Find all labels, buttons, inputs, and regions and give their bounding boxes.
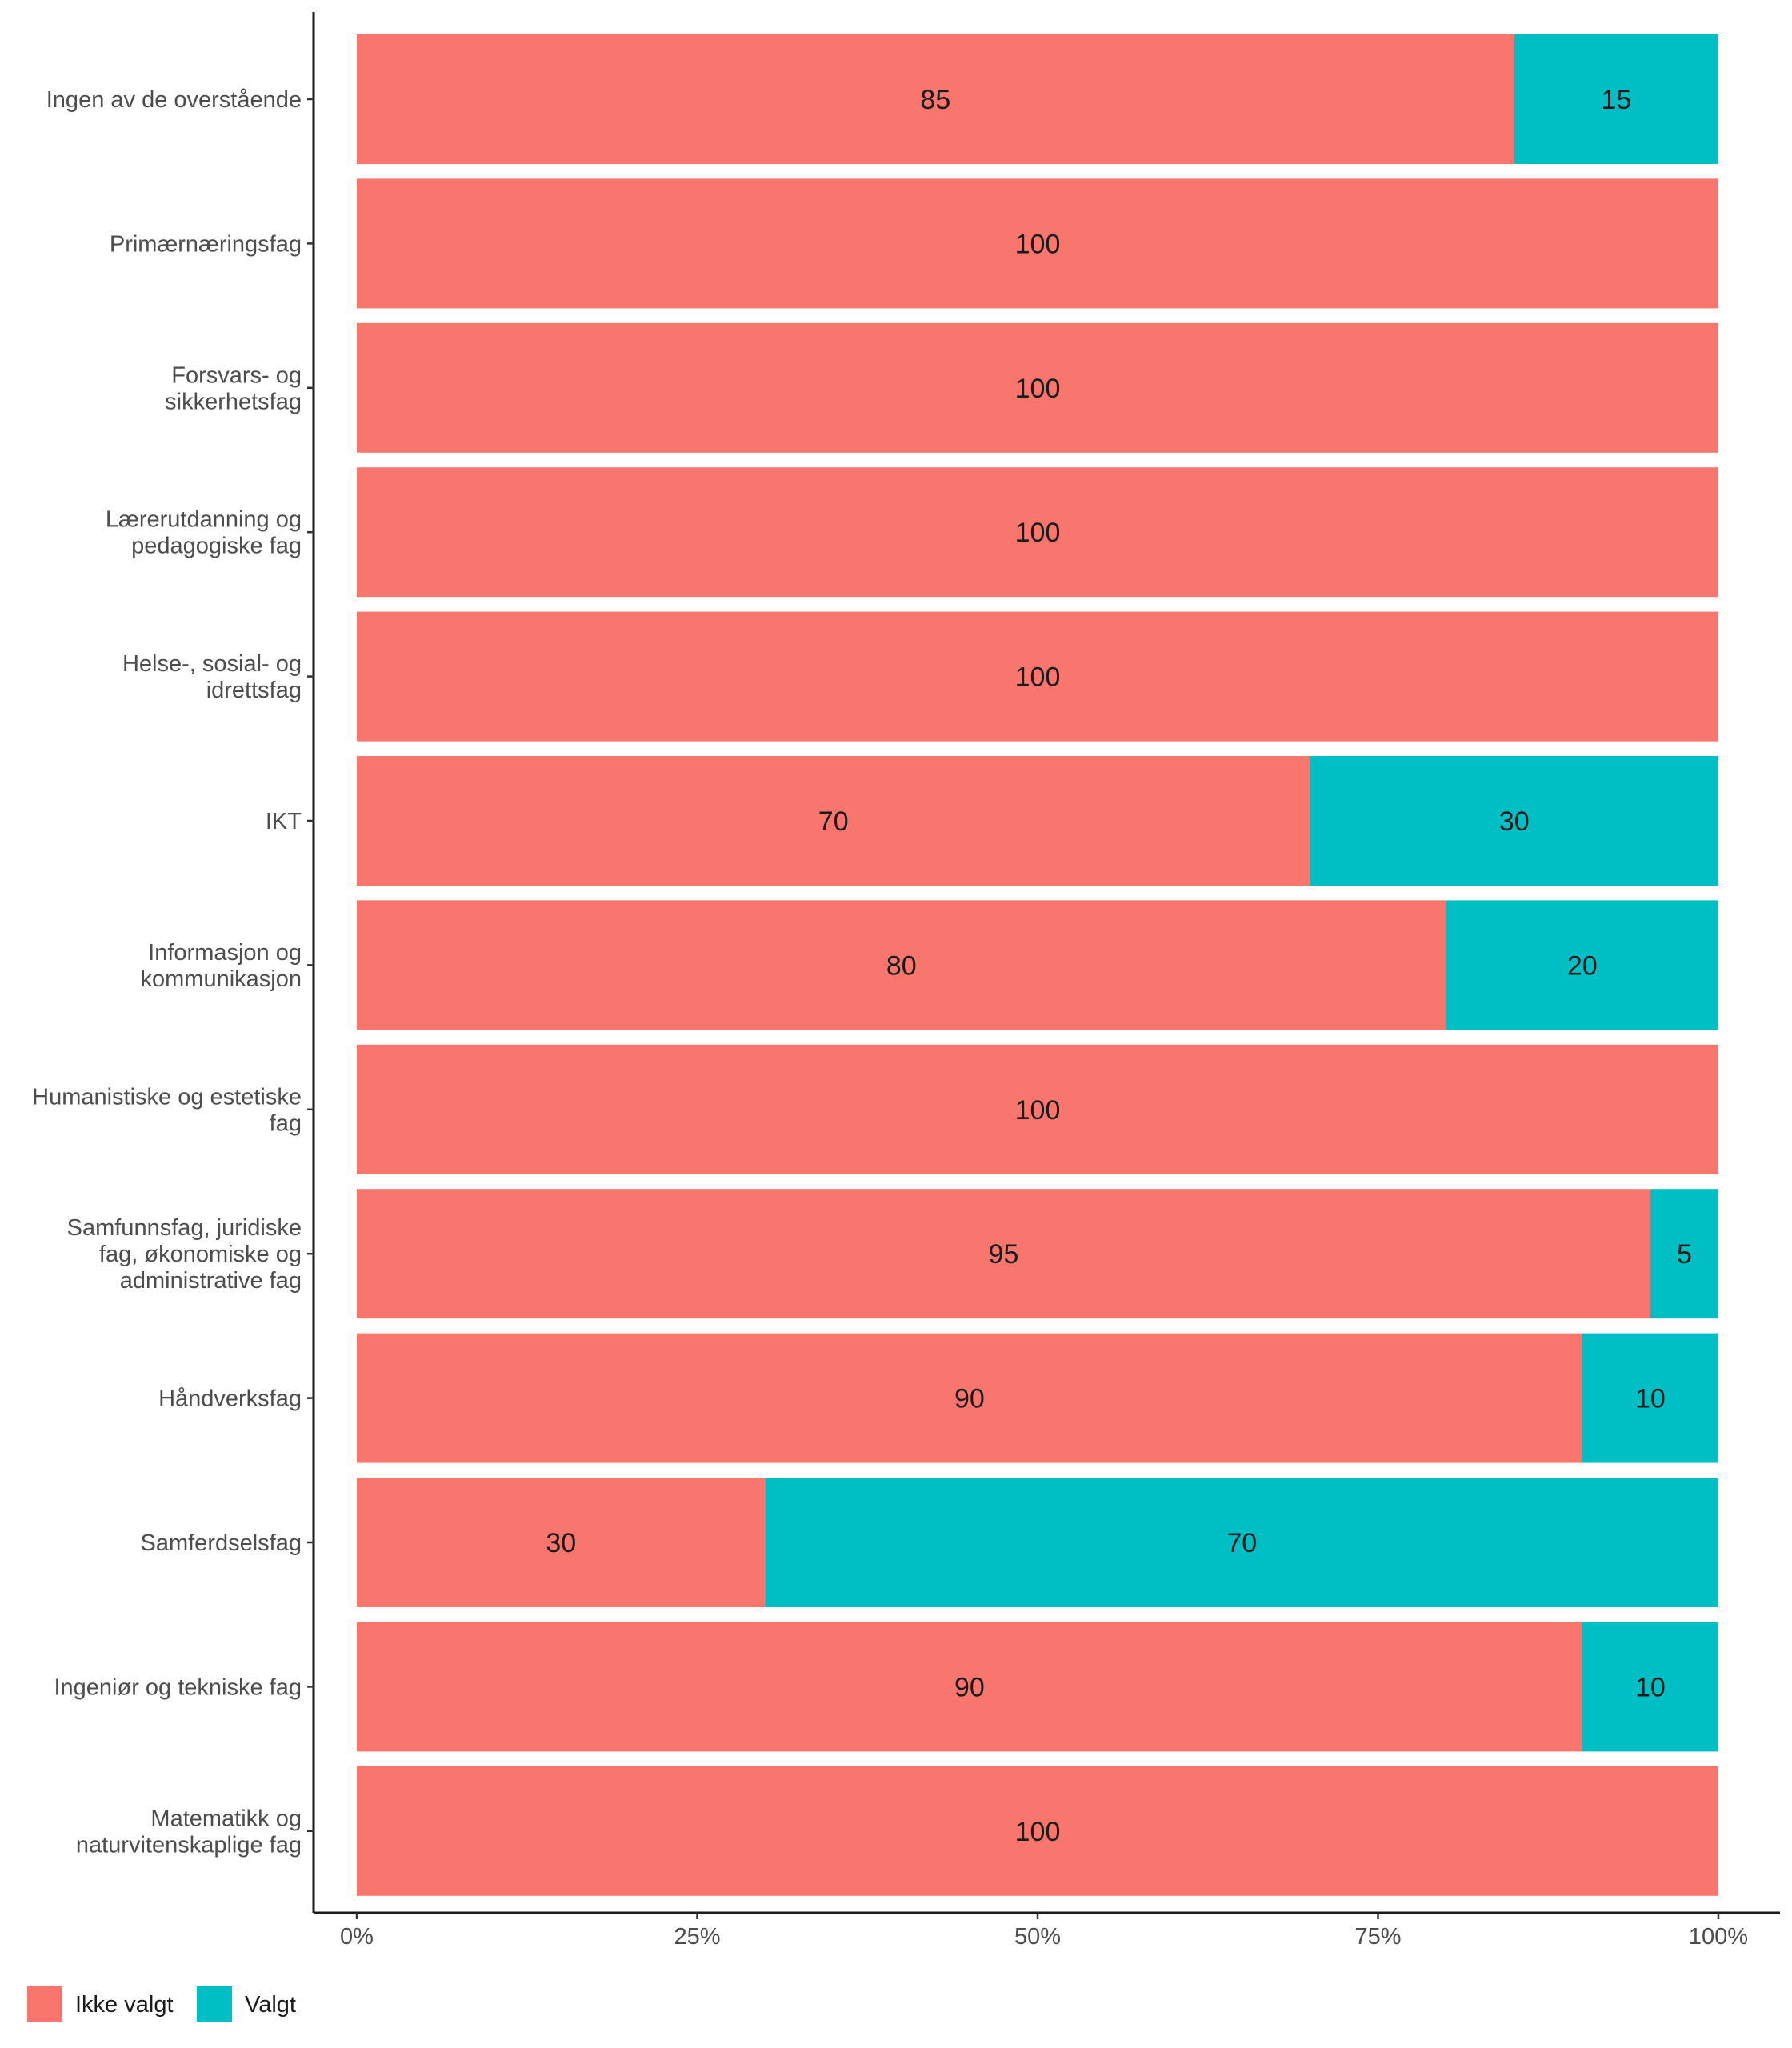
bar-value-label: 100 bbox=[1015, 662, 1061, 693]
bar-ikke-valgt-6 bbox=[357, 900, 1446, 1030]
x-tick-label: 0% bbox=[340, 1924, 374, 1950]
bar-value-label: 100 bbox=[1015, 374, 1061, 404]
category-label: Forsvars- og sikkerhetsfag bbox=[165, 362, 302, 414]
category-label-line: Samfunnsfag, juridiske bbox=[67, 1215, 302, 1241]
category-label-line: Humanistiske og estetiske bbox=[32, 1084, 302, 1110]
category-label-line: naturvitenskaplige fag bbox=[76, 1832, 302, 1858]
category-label-line: Helse-, sosial- og bbox=[122, 651, 302, 677]
bar-value-label: 10 bbox=[1635, 1672, 1666, 1702]
bar-value-label: 5 bbox=[1677, 1239, 1692, 1270]
bar-valgt-10 bbox=[765, 1478, 1718, 1607]
bar-value-label: 20 bbox=[1567, 950, 1598, 981]
category-label-line: Ingen av de overstående bbox=[46, 87, 302, 113]
bar-ikke-valgt-8 bbox=[357, 1189, 1650, 1319]
bar-valgt-11 bbox=[1582, 1622, 1718, 1752]
legend-key-valgt bbox=[197, 1986, 232, 2022]
category-label-line: IKT bbox=[266, 809, 302, 834]
bar-value-label: 100 bbox=[1015, 518, 1061, 548]
category-label: IKT bbox=[266, 809, 302, 834]
bar-valgt-9 bbox=[1582, 1333, 1718, 1463]
bar-ikke-valgt-7 bbox=[357, 1044, 1718, 1174]
bar-ikke-valgt-1 bbox=[357, 178, 1718, 309]
category-label-line: Samferdselsfag bbox=[141, 1530, 302, 1556]
bar-value-label: 90 bbox=[954, 1672, 985, 1702]
x-tick-label: 100% bbox=[1689, 1924, 1748, 1950]
bar-ikke-valgt-5 bbox=[357, 756, 1310, 886]
bar-value-label: 70 bbox=[1226, 1528, 1257, 1558]
category-label-line: pedagogiske fag bbox=[131, 534, 302, 559]
category-label-line: Forsvars- og bbox=[171, 362, 302, 388]
category-label-line: Primærnæringsfag bbox=[110, 231, 302, 257]
bar-ikke-valgt-4 bbox=[357, 611, 1718, 742]
bar-ikke-valgt-10 bbox=[357, 1478, 766, 1607]
bar-ikke-valgt-9 bbox=[357, 1333, 1582, 1463]
category-label-line: administrative fag bbox=[120, 1268, 302, 1294]
category-label-line: sikkerhetsfag bbox=[165, 389, 302, 414]
category-label: Ingen av de overstående bbox=[46, 87, 302, 113]
category-label-line: fag, økonomiske og bbox=[99, 1242, 302, 1267]
bar-ikke-valgt-0 bbox=[357, 34, 1514, 164]
bar-value-label: 80 bbox=[886, 950, 917, 981]
category-label: Håndverksfag bbox=[158, 1386, 302, 1412]
bar-valgt-5 bbox=[1310, 756, 1718, 886]
bar-value-label: 15 bbox=[1601, 85, 1631, 115]
bars-layer bbox=[357, 34, 1718, 1896]
category-label-line: idrettsfag bbox=[206, 678, 302, 703]
bar-value-label: 95 bbox=[989, 1239, 1019, 1270]
category-label: Lærerutdanning og pedagogiske fag bbox=[106, 507, 302, 559]
bar-value-label: 85 bbox=[920, 85, 950, 115]
bar-value-label: 100 bbox=[1015, 1095, 1061, 1126]
legend: Ikke valgt Valgt bbox=[27, 1986, 296, 2022]
x-tick-label: 50% bbox=[1014, 1924, 1061, 1950]
category-label-line: Ingeniør og tekniske fag bbox=[54, 1674, 302, 1700]
legend-label-ikke-valgt: Ikke valgt bbox=[75, 1992, 174, 2018]
category-label: Samferdselsfag bbox=[141, 1530, 302, 1556]
category-label: Helse-, sosial- og idrettsfag bbox=[122, 651, 302, 703]
legend-label-valgt: Valgt bbox=[245, 1992, 296, 2018]
category-label: Informasjon og kommunikasjon bbox=[141, 940, 302, 992]
bar-value-label: 70 bbox=[818, 806, 849, 837]
bar-value-label: 100 bbox=[1015, 229, 1061, 259]
bar-labels-layer: 85 15 100 100 100 100 70 30 80 20 100 95 5 90 10 30 70 90… bbox=[546, 85, 1692, 1847]
category-label-line: kommunikasjon bbox=[141, 966, 302, 992]
bar-ikke-valgt-2 bbox=[357, 322, 1718, 453]
bar-value-label: 90 bbox=[954, 1384, 985, 1414]
bar-value-label: 30 bbox=[546, 1528, 576, 1558]
bar-valgt-0 bbox=[1514, 34, 1718, 164]
bar-ikke-valgt-12 bbox=[357, 1766, 1718, 1896]
bar-value-label: 100 bbox=[1015, 1817, 1061, 1847]
category-label-line: fag bbox=[270, 1110, 302, 1136]
axes-layer: Ingen av de overstående Primærnæringsfag F… bbox=[32, 12, 1780, 1950]
category-label: Primærnæringsfag bbox=[110, 231, 302, 257]
bar-valgt-8 bbox=[1650, 1189, 1718, 1319]
category-label: Samfunnsfag, juridiske fag, økonomiske og… bbox=[67, 1215, 302, 1294]
bar-value-label: 30 bbox=[1499, 806, 1530, 837]
category-label-line: Håndverksfag bbox=[158, 1386, 302, 1412]
category-label-line: Lærerutdanning og bbox=[106, 507, 302, 533]
legend-key-ikke-valgt bbox=[27, 1986, 62, 2022]
category-label: Ingeniør og tekniske fag bbox=[54, 1674, 302, 1700]
bar-ikke-valgt-11 bbox=[357, 1622, 1582, 1752]
bar-valgt-6 bbox=[1446, 900, 1718, 1030]
category-label: Matematikk og naturvitenskaplige fag bbox=[76, 1806, 302, 1858]
category-label: Humanistiske og estetiske fag bbox=[32, 1084, 302, 1136]
category-label-line: Matematikk og bbox=[150, 1806, 302, 1831]
bar-ikke-valgt-3 bbox=[357, 467, 1718, 598]
category-label-line: Informasjon og bbox=[148, 940, 302, 966]
bar-value-label: 10 bbox=[1635, 1384, 1666, 1414]
x-tick-label: 25% bbox=[674, 1924, 720, 1950]
x-tick-label: 75% bbox=[1354, 1924, 1401, 1950]
